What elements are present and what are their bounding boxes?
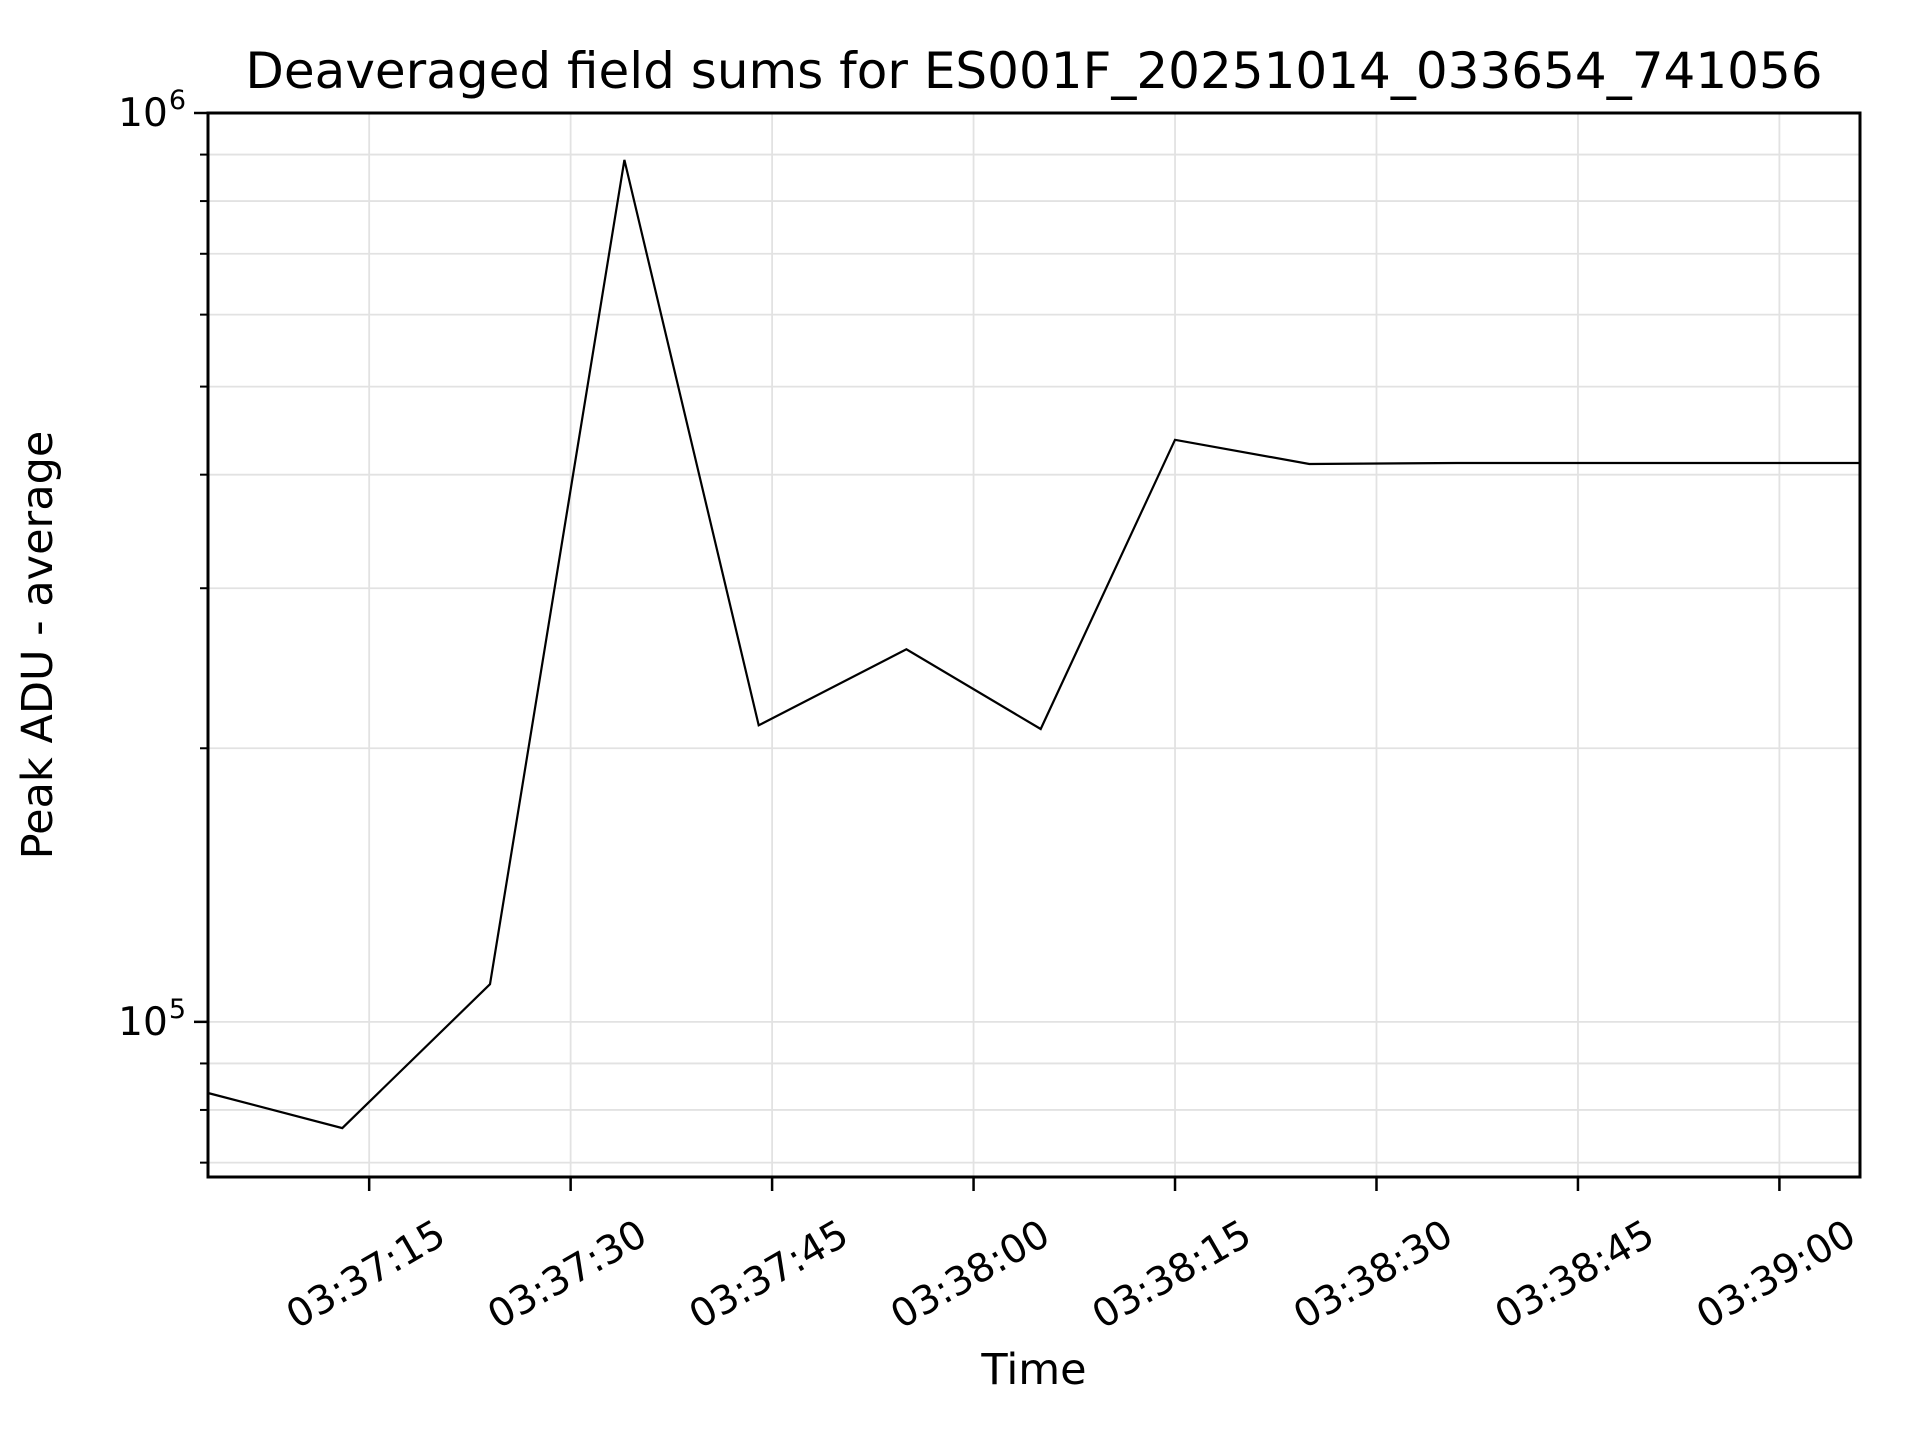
x-tick-label: 03:37:45 xyxy=(682,1212,856,1339)
x-tick-label: 03:38:00 xyxy=(883,1212,1057,1339)
tick-layer xyxy=(194,111,1781,1191)
x-axis-label: Time xyxy=(980,1345,1086,1395)
spine-layer xyxy=(206,111,1862,1179)
series-layer xyxy=(207,159,1860,1130)
tick-label-layer: 03:37:15 03:37:30 03:37:45 03:38:00 03:38:15… xyxy=(118,85,1863,1338)
x-tick-label: 03:38:45 xyxy=(1488,1212,1662,1339)
x-tick-label: 03:39:00 xyxy=(1689,1212,1863,1339)
x-tick-label: 03:37:15 xyxy=(279,1212,453,1339)
grid-layer xyxy=(208,112,1860,1177)
axes-box xyxy=(206,111,1862,1179)
x-tick-label: 03:38:15 xyxy=(1085,1212,1259,1339)
y-tick-label: 106 xyxy=(118,85,186,136)
x-tick-label: 03:37:30 xyxy=(480,1212,654,1339)
y-tick-label: 105 xyxy=(118,994,186,1045)
x-tick-label: 03:38:30 xyxy=(1286,1212,1460,1339)
y-axis-label: Peak ADU - average xyxy=(13,431,63,860)
chart-title: Deaveraged field sums for ES001F_2025101… xyxy=(245,42,1822,100)
data-line xyxy=(207,159,1860,1130)
